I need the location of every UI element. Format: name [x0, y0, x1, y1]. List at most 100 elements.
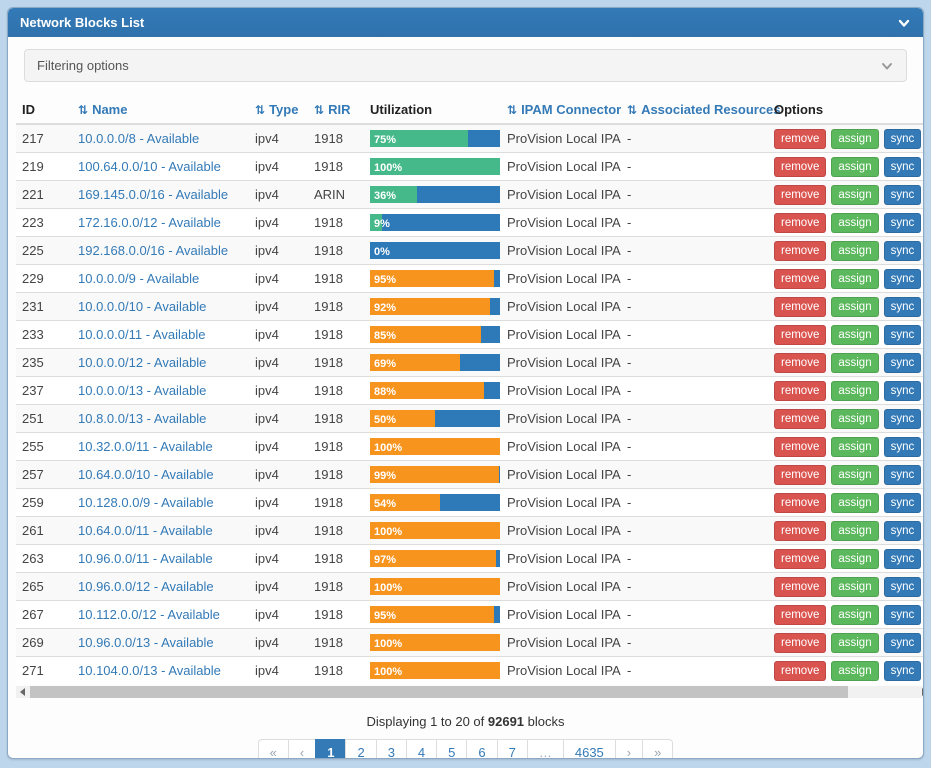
remove-button[interactable]: remove	[774, 381, 827, 401]
remove-button[interactable]: remove	[774, 437, 827, 457]
block-name-link[interactable]: 10.104.0.0/13 - Available	[78, 663, 221, 678]
assign-button[interactable]: assign	[831, 493, 879, 513]
sync-button[interactable]: sync	[883, 409, 922, 429]
remove-button[interactable]: remove	[774, 577, 827, 597]
block-name-link[interactable]: 10.0.0.0/10 - Available	[78, 299, 207, 314]
pagination-page-2[interactable]: 2	[345, 739, 377, 758]
sync-button[interactable]: sync	[883, 213, 922, 233]
sync-button[interactable]: sync	[883, 465, 922, 485]
sync-button[interactable]: sync	[883, 577, 922, 597]
remove-button[interactable]: remove	[774, 549, 827, 569]
block-name-link[interactable]: 10.96.0.0/12 - Available	[78, 579, 214, 594]
remove-button[interactable]: remove	[774, 661, 827, 681]
column-header-type[interactable]: ⇅ Type	[249, 98, 308, 125]
assign-button[interactable]: assign	[831, 297, 879, 317]
sync-button[interactable]: sync	[883, 269, 922, 289]
block-name-link[interactable]: 10.96.0.0/11 - Available	[78, 551, 213, 566]
assign-button[interactable]: assign	[831, 521, 879, 541]
sync-button[interactable]: sync	[883, 493, 922, 513]
column-header-name[interactable]: ⇅ Name	[72, 98, 249, 125]
remove-button[interactable]: remove	[774, 185, 827, 205]
sync-button[interactable]: sync	[883, 437, 922, 457]
filtering-options-toggle[interactable]: Filtering options	[24, 49, 907, 82]
sync-button[interactable]: sync	[883, 549, 922, 569]
assign-button[interactable]: assign	[831, 577, 879, 597]
remove-button[interactable]: remove	[774, 325, 827, 345]
sync-button[interactable]: sync	[883, 241, 922, 261]
remove-button[interactable]: remove	[774, 605, 827, 625]
block-name-link[interactable]: 192.168.0.0/16 - Available	[78, 243, 229, 258]
scroll-right-icon[interactable]	[922, 688, 923, 696]
chevron-down-icon[interactable]	[897, 16, 911, 30]
assign-button[interactable]: assign	[831, 437, 879, 457]
assign-button[interactable]: assign	[831, 605, 879, 625]
remove-button[interactable]: remove	[774, 493, 827, 513]
block-name-link[interactable]: 10.0.0.0/8 - Available	[78, 131, 200, 146]
sync-button[interactable]: sync	[883, 297, 922, 317]
block-name-link[interactable]: 10.96.0.0/13 - Available	[78, 635, 214, 650]
remove-button[interactable]: remove	[774, 241, 827, 261]
pagination-page-6[interactable]: 6	[466, 739, 498, 758]
assign-button[interactable]: assign	[831, 269, 879, 289]
scrollbar-thumb[interactable]	[30, 686, 848, 698]
remove-button[interactable]: remove	[774, 213, 827, 233]
remove-button[interactable]: remove	[774, 297, 827, 317]
pagination-page-4[interactable]: 4	[405, 739, 438, 758]
remove-button[interactable]: remove	[774, 157, 827, 177]
column-header-rir[interactable]: ⇅ RIR	[308, 98, 364, 125]
remove-button[interactable]: remove	[774, 633, 827, 653]
block-name-link[interactable]: 10.64.0.0/11 - Available	[78, 523, 213, 538]
remove-button[interactable]: remove	[774, 129, 827, 149]
block-name-link[interactable]: 172.16.0.0/12 - Available	[78, 215, 221, 230]
sync-button[interactable]: sync	[883, 353, 922, 373]
assign-button[interactable]: assign	[831, 213, 879, 233]
assign-button[interactable]: assign	[831, 129, 879, 149]
assign-button[interactable]: assign	[831, 549, 879, 569]
sync-button[interactable]: sync	[883, 605, 922, 625]
remove-button[interactable]: remove	[774, 465, 827, 485]
horizontal-scrollbar[interactable]	[16, 686, 923, 698]
panel-header[interactable]: Network Blocks List	[8, 8, 923, 37]
block-name-link[interactable]: 10.32.0.0/11 - Available	[78, 439, 213, 454]
sync-button[interactable]: sync	[883, 633, 922, 653]
assign-button[interactable]: assign	[831, 465, 879, 485]
pagination-page-4635[interactable]: 4635	[562, 739, 616, 758]
block-name-link[interactable]: 10.0.0.0/11 - Available	[78, 327, 206, 342]
sync-button[interactable]: sync	[883, 661, 922, 681]
assign-button[interactable]: assign	[831, 353, 879, 373]
block-name-link[interactable]: 10.0.0.0/9 - Available	[78, 271, 200, 286]
scroll-left-icon[interactable]	[20, 688, 25, 696]
pagination-page-5[interactable]: 5	[436, 739, 468, 758]
assign-button[interactable]: assign	[831, 185, 879, 205]
assign-button[interactable]: assign	[831, 381, 879, 401]
assign-button[interactable]: assign	[831, 633, 879, 653]
assign-button[interactable]: assign	[831, 661, 879, 681]
remove-button[interactable]: remove	[774, 353, 827, 373]
assign-button[interactable]: assign	[831, 409, 879, 429]
assign-button[interactable]: assign	[831, 157, 879, 177]
block-name-link[interactable]: 10.112.0.0/12 - Available	[78, 607, 220, 622]
remove-button[interactable]: remove	[774, 521, 827, 541]
block-name-link[interactable]: 10.128.0.0/9 - Available	[78, 495, 214, 510]
block-name-link[interactable]: 100.64.0.0/10 - Available	[78, 159, 221, 174]
column-header-associated-resources[interactable]: ⇅ Associated Resources	[621, 98, 781, 125]
sync-button[interactable]: sync	[883, 381, 922, 401]
remove-button[interactable]: remove	[774, 269, 827, 289]
pagination-page-7[interactable]: 7	[496, 739, 528, 758]
block-name-link[interactable]: 10.8.0.0/13 - Available	[78, 411, 207, 426]
block-name-link[interactable]: 10.64.0.0/10 - Available	[78, 467, 214, 482]
sync-button[interactable]: sync	[883, 185, 922, 205]
sync-button[interactable]: sync	[883, 325, 922, 345]
sync-button[interactable]: sync	[883, 157, 922, 177]
pagination-page-3[interactable]: 3	[375, 739, 407, 758]
pagination-page-1[interactable]: 1	[315, 739, 347, 758]
assign-button[interactable]: assign	[831, 241, 879, 261]
block-name-link[interactable]: 10.0.0.0/13 - Available	[78, 383, 207, 398]
block-name-link[interactable]: 169.145.0.0/16 - Available	[78, 187, 229, 202]
block-name-link[interactable]: 10.0.0.0/12 - Available	[78, 355, 207, 370]
column-header-ipam-connector[interactable]: ⇅ IPAM Connector	[501, 98, 621, 125]
remove-button[interactable]: remove	[774, 409, 827, 429]
sync-button[interactable]: sync	[883, 521, 922, 541]
assign-button[interactable]: assign	[831, 325, 879, 345]
sync-button[interactable]: sync	[883, 129, 922, 149]
